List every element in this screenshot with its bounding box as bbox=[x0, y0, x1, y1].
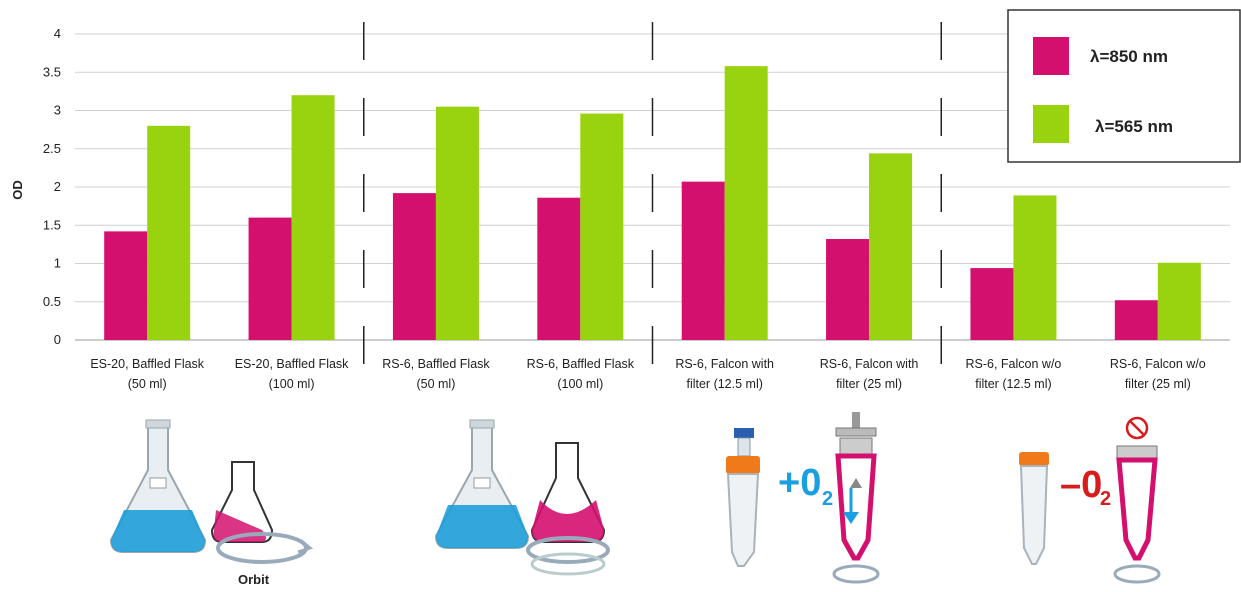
bar-850-7 bbox=[1114, 300, 1158, 340]
plus-o2-subscript: 2 bbox=[822, 488, 833, 510]
minus-o2-subscript: 2 bbox=[1100, 488, 1111, 510]
x-category-label: filter (12.5 ml) bbox=[975, 377, 1051, 391]
flask-swirl-icon-2 bbox=[530, 442, 606, 543]
bar-565-4 bbox=[724, 66, 768, 340]
bar-565-2 bbox=[435, 106, 479, 340]
bar-565-7 bbox=[1157, 262, 1201, 340]
x-category-label: filter (12.5 ml) bbox=[686, 377, 762, 391]
legend-swatch-850 bbox=[1033, 37, 1069, 75]
x-category-label: (100 ml) bbox=[557, 377, 603, 391]
x-category-label: RS-6, Falcon with bbox=[675, 357, 774, 371]
bar-850-4 bbox=[681, 181, 725, 340]
y-tick-label: 4 bbox=[54, 26, 61, 41]
x-category-label: (100 ml) bbox=[269, 377, 315, 391]
bar-850-6 bbox=[970, 268, 1014, 340]
filter-cap-icon bbox=[832, 412, 880, 584]
x-category-label: filter (25 ml) bbox=[1125, 377, 1191, 391]
minus-o2-label: –0 bbox=[1060, 464, 1102, 506]
orbit-icon bbox=[216, 532, 314, 564]
x-category-label: filter (25 ml) bbox=[836, 377, 902, 391]
bars bbox=[104, 66, 1201, 340]
x-category-label: (50 ml) bbox=[416, 377, 455, 391]
legend: λ=850 nm λ=565 nm bbox=[1007, 9, 1241, 163]
x-category-label: RS-6, Falcon w/o bbox=[966, 357, 1062, 371]
y-tick-label: 1.5 bbox=[43, 217, 61, 232]
illustrations: Orbit +0 2 bbox=[109, 412, 1161, 587]
orbit-icon-2 bbox=[526, 536, 610, 576]
x-category-label: RS-6, Baffled Flask bbox=[527, 357, 635, 371]
bar-565-0 bbox=[147, 125, 191, 340]
plus-o2-label: +0 bbox=[778, 462, 821, 504]
x-category-label: ES-20, Baffled Flask bbox=[90, 357, 204, 371]
bar-850-1 bbox=[248, 217, 292, 340]
x-category-label: ES-20, Baffled Flask bbox=[235, 357, 349, 371]
no-oxygen-icon bbox=[1113, 416, 1161, 584]
y-tick-label: 3 bbox=[54, 103, 61, 118]
legend-swatch-565 bbox=[1033, 105, 1069, 143]
bar-565-3 bbox=[580, 113, 624, 340]
group-separators bbox=[363, 22, 942, 400]
y-tick-label: 0 bbox=[54, 332, 61, 347]
x-category-label: RS-6, Falcon w/o bbox=[1110, 357, 1206, 371]
falcon-tube-icon bbox=[726, 428, 760, 567]
legend-label-850: λ=850 nm bbox=[1090, 47, 1168, 66]
bar-850-2 bbox=[392, 193, 436, 340]
bar-565-6 bbox=[1013, 195, 1057, 340]
y-axis-ticks: 0 0.5 1 1.5 2 2.5 3 3.5 4 bbox=[43, 26, 61, 347]
y-tick-label: 3.5 bbox=[43, 64, 61, 79]
falcon-tube-icon-2 bbox=[1019, 452, 1049, 565]
legend-label-565: λ=565 nm bbox=[1095, 117, 1173, 136]
bar-850-5 bbox=[826, 239, 870, 340]
x-category-label: (50 ml) bbox=[128, 377, 167, 391]
bar-850-0 bbox=[104, 231, 148, 340]
bar-565-5 bbox=[869, 153, 913, 340]
y-tick-label: 2.5 bbox=[43, 141, 61, 156]
x-category-label: RS-6, Falcon with bbox=[820, 357, 919, 371]
erlenmeyer-flask-icon-2 bbox=[434, 419, 530, 549]
y-tick-label: 2 bbox=[54, 179, 61, 194]
flask-swirl-icon bbox=[210, 461, 274, 543]
bar-850-3 bbox=[537, 197, 581, 340]
y-tick-label: 0.5 bbox=[43, 294, 61, 309]
x-axis-labels: ES-20, Baffled Flask (50 ml) ES-20, Baffle… bbox=[90, 357, 1205, 391]
bar-565-1 bbox=[291, 95, 335, 340]
y-tick-label: 1 bbox=[54, 256, 61, 271]
erlenmeyer-flask-icon bbox=[109, 419, 207, 553]
orbit-label: Orbit bbox=[238, 572, 270, 587]
x-category-label: RS-6, Baffled Flask bbox=[382, 357, 490, 371]
y-axis-label: OD bbox=[10, 180, 25, 200]
